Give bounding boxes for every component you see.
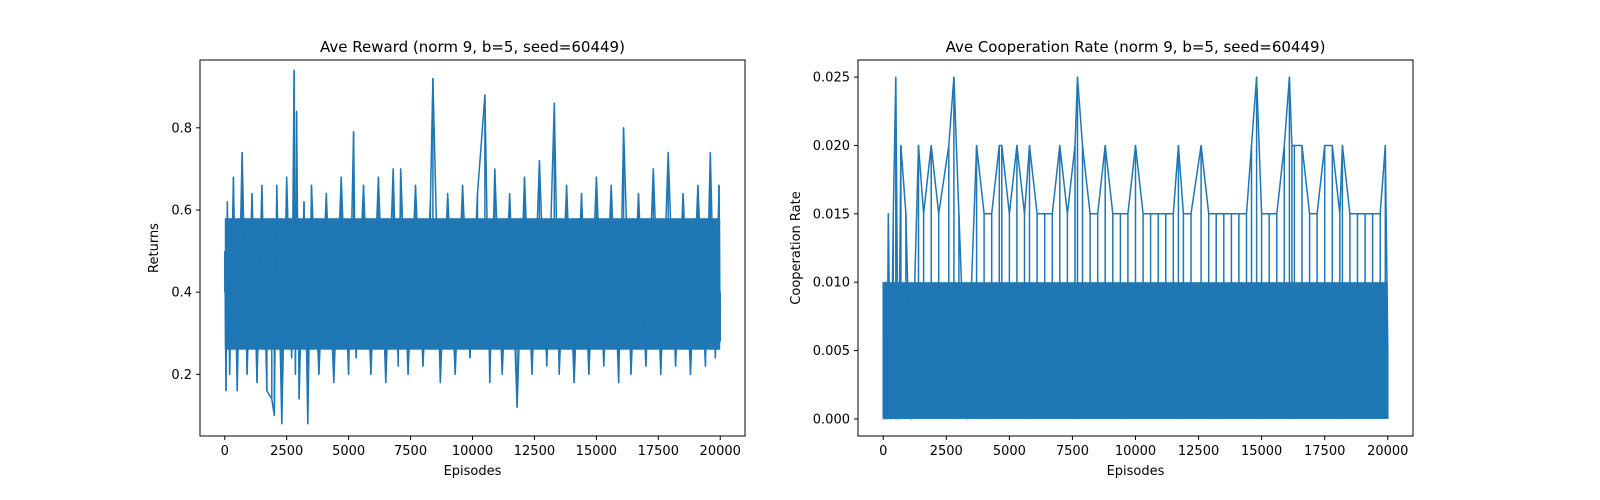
cooperation-y-tick-label: 0.005 [813,344,850,359]
reward-y-tick-label: 0.2 [171,368,192,383]
reward-plot-frame [199,59,746,437]
cooperation-plot-frame [857,59,1414,437]
cooperation-x-tick-label: 12500 [1178,444,1219,459]
reward-series-line [224,69,721,425]
reward-y-tick-label: 0.6 [171,203,192,218]
reward-x-tick-label: 5000 [332,444,365,459]
cooperation-x-tick-label: 17500 [1304,444,1345,459]
reward-x-axis-label: Episodes [444,464,502,479]
cooperation-y-tick-label: 0.000 [813,412,850,427]
cooperation-series-layer [882,76,1389,420]
cooperation-y-ticks: 0.000 0.005 0.010 0.015 0.020 0.025 [813,71,858,427]
cooperation-x-tick-label: 10000 [1115,444,1156,459]
reward-chart: Ave Reward (norm 9, b=5, seed=60449) 0 25… [147,38,746,479]
reward-x-tick-label: 7500 [394,444,427,459]
reward-y-axis-label: Returns [147,223,162,273]
reward-y-ticks: 0.2 0.4 0.6 0.8 [171,121,200,383]
cooperation-chart: Ave Cooperation Rate (norm 9, b=5, seed=… [789,38,1414,479]
cooperation-x-ticks: 0 2500 5000 7500 10000 12500 15000 17500 20000 [879,436,1408,459]
reward-x-ticks: 0 2500 5000 7500 10000 12500 15000 17500 20000 [221,436,741,459]
reward-series-layer [224,69,721,425]
reward-chart-title: Ave Reward (norm 9, b=5, seed=60449) [320,38,625,56]
cooperation-y-tick-label: 0.025 [813,71,850,86]
reward-x-tick-label: 12500 [514,444,555,459]
cooperation-x-tick-label: 2500 [930,444,963,459]
reward-y-tick-label: 0.4 [171,286,192,301]
reward-x-tick-label: 20000 [700,444,741,459]
cooperation-x-tick-label: 20000 [1367,444,1408,459]
reward-x-tick-label: 0 [221,444,229,459]
reward-x-tick-label: 17500 [638,444,679,459]
cooperation-y-tick-label: 0.010 [813,276,850,291]
cooperation-x-axis-label: Episodes [1107,464,1165,479]
cooperation-chart-title: Ave Cooperation Rate (norm 9, b=5, seed=… [946,38,1326,56]
reward-x-tick-label: 2500 [270,444,303,459]
cooperation-x-tick-label: 5000 [993,444,1026,459]
reward-x-tick-label: 15000 [576,444,617,459]
cooperation-x-tick-label: 7500 [1056,444,1089,459]
cooperation-series-line [882,76,1389,420]
cooperation-y-tick-label: 0.020 [813,139,850,154]
reward-x-tick-label: 10000 [452,444,493,459]
cooperation-x-tick-label: 15000 [1241,444,1282,459]
cooperation-y-axis-label: Cooperation Rate [789,191,804,304]
reward-y-tick-label: 0.8 [171,121,192,136]
cooperation-y-tick-label: 0.015 [813,207,850,222]
cooperation-x-tick-label: 0 [879,444,887,459]
